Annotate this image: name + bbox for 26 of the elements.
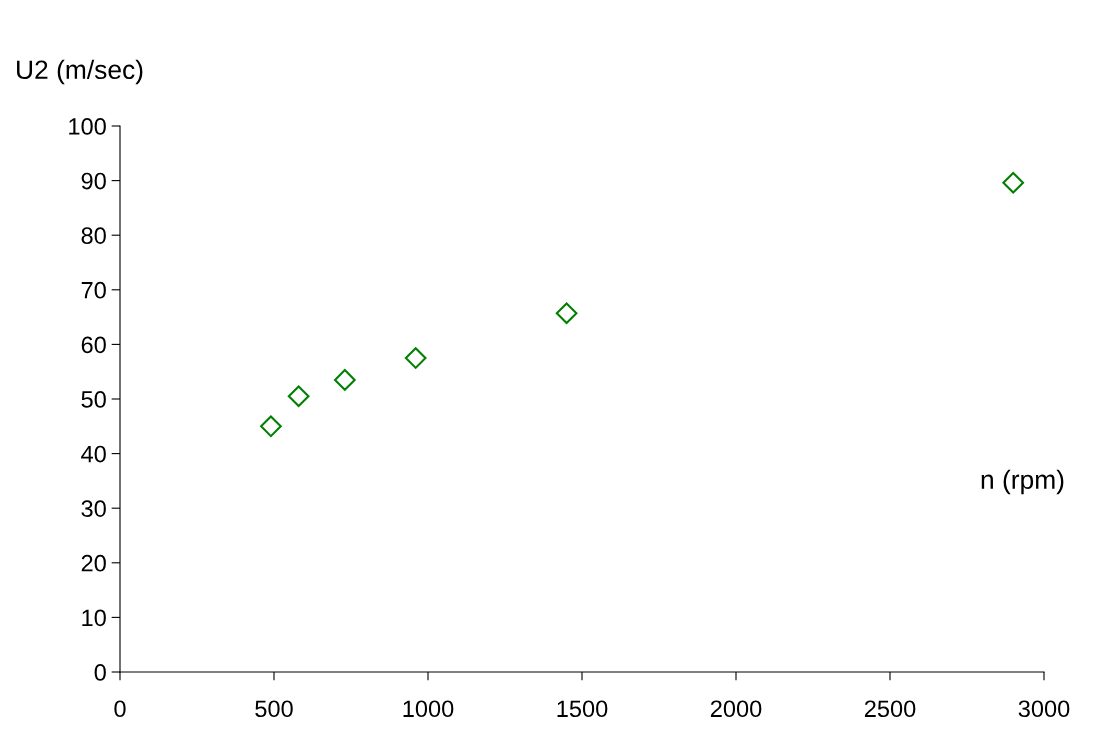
x-axis-title: n (rpm) — [981, 469, 1064, 495]
point — [333, 369, 356, 391]
y-tick-label: 20 — [81, 554, 106, 572]
x-tick-label: 500 — [255, 700, 293, 718]
x-tick-label: 3000 — [1018, 700, 1070, 718]
point — [287, 385, 310, 408]
point — [404, 347, 427, 369]
x-tick-label: 1500 — [557, 700, 608, 718]
y-tick-label: 80 — [81, 227, 106, 244]
y-tick-label: 10 — [82, 609, 106, 627]
y-tick-label: 50 — [81, 391, 106, 408]
y-tick-label: 0 — [94, 664, 106, 681]
point — [260, 415, 282, 438]
y-tick-label: 70 — [81, 281, 106, 299]
y-axis-title: U2 (m/sec) — [17, 59, 143, 85]
point — [1002, 171, 1025, 194]
y-tick-label: 100 — [69, 118, 106, 135]
x-tick-label: 1000 — [403, 700, 454, 718]
y-tick-label: 30 — [81, 500, 106, 517]
x-tick-label: 0 — [114, 700, 126, 718]
x-tick-label: 2000 — [710, 700, 762, 718]
point — [555, 302, 578, 325]
y-tick-label: 40 — [81, 445, 106, 463]
y-tick-label: 90 — [81, 172, 106, 190]
x-tick-label: 2500 — [864, 700, 916, 718]
y-tick-label: 60 — [81, 336, 106, 354]
